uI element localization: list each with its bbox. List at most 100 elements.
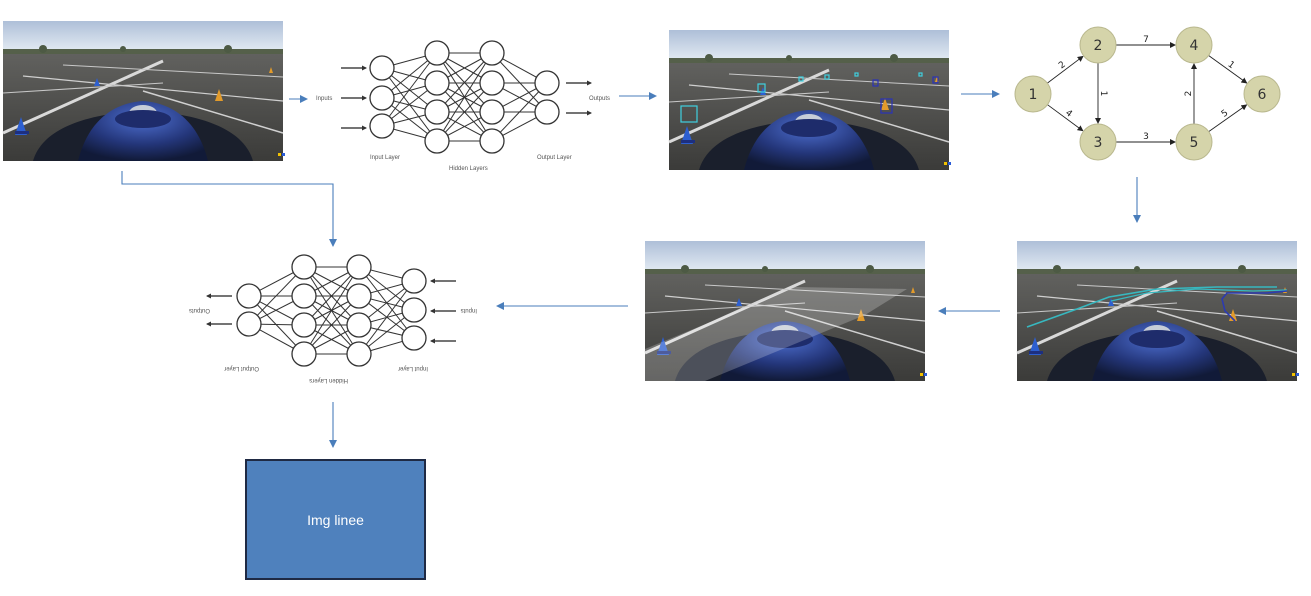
drivable-area-overlay xyxy=(645,287,907,381)
graph-node xyxy=(1079,123,1117,161)
nn-neuron xyxy=(369,113,395,139)
cone-detection-box xyxy=(798,76,804,82)
nn-connection xyxy=(248,266,305,325)
graph-edge xyxy=(1208,55,1248,84)
graph-node-label: 6 xyxy=(1258,87,1267,103)
cone-detection-box xyxy=(880,98,893,114)
nn-neuron xyxy=(369,55,395,81)
graph-edge-weight: 2 xyxy=(1057,60,1068,71)
graph-nodes: 1 2 3 4 5 6 xyxy=(1014,26,1281,161)
graph-edge-weight: 7 xyxy=(1143,35,1149,45)
graph-node xyxy=(1175,26,1213,64)
graph-edge xyxy=(1047,104,1084,132)
nn-neuron xyxy=(346,254,372,280)
nn-neuron xyxy=(291,341,317,367)
graph-node-label: 4 xyxy=(1190,38,1199,54)
graph-node xyxy=(1175,123,1213,161)
nn-connection xyxy=(358,280,415,355)
graph-node-label: 2 xyxy=(1094,38,1103,54)
nn-outputs-label: Outputs xyxy=(589,96,610,102)
graph-edge-weight: 5 xyxy=(1220,108,1230,119)
nn-inputs-label: Inputs xyxy=(316,96,332,102)
detection-boxes xyxy=(680,72,939,123)
right-boundary-path xyxy=(1110,288,1288,302)
nn-input-layer-label: Input Layer xyxy=(370,155,400,161)
nn-output-layer-label: Output Layer xyxy=(537,155,572,161)
planned-path-photo xyxy=(1015,239,1301,383)
track-area-photo xyxy=(643,239,929,383)
nn-neuron xyxy=(534,70,560,96)
nn-connection xyxy=(491,82,548,142)
cone-detection-box xyxy=(872,79,879,87)
graph-edge xyxy=(1047,55,1084,84)
nn-neuron xyxy=(479,128,505,154)
cone-detection-box xyxy=(918,72,923,77)
graph-node-label: 1 xyxy=(1029,87,1038,103)
graph-node xyxy=(1243,75,1281,113)
nn-neuron xyxy=(346,312,372,338)
nn-neuron xyxy=(401,268,427,294)
nn-outputs-label: Outputs xyxy=(189,307,210,313)
nn-neuron xyxy=(424,70,450,96)
graph-node xyxy=(1079,26,1117,64)
graph-edge-weight: 4 xyxy=(1063,108,1074,120)
nn-neuron xyxy=(291,254,317,280)
nn-neuron xyxy=(424,40,450,66)
nn-neuron xyxy=(291,283,317,309)
nn-input-layer-label: Input Layer xyxy=(398,365,428,371)
nn-connection xyxy=(303,266,360,326)
nn-neuron xyxy=(534,99,560,125)
nn-neuron xyxy=(346,341,372,367)
raw-camera-photo xyxy=(1,19,287,163)
nn-io-arrows xyxy=(341,65,592,131)
nn-neuron xyxy=(424,99,450,125)
nn-connection xyxy=(381,52,438,127)
path-graph: 2 4 1 7 3 2 1 5 1 2 3 4 5 6 xyxy=(1014,26,1281,161)
flow-arrows xyxy=(121,90,1141,448)
nn-connections xyxy=(248,266,415,355)
nn-neuron xyxy=(401,297,427,323)
nn-neuron xyxy=(236,311,262,337)
graph-edge xyxy=(1208,104,1248,132)
nn-neuron xyxy=(479,99,505,125)
nn-neuron xyxy=(236,283,262,309)
graph-edge-weight: 1 xyxy=(1098,91,1108,97)
neural-network-mirrored: Outputs Inputs Output Layer Hidden Layer… xyxy=(189,254,477,383)
graph-node-label: 5 xyxy=(1190,135,1199,151)
cone-detection-box xyxy=(932,76,939,84)
cone-detection-box xyxy=(854,72,859,77)
nn-neuron xyxy=(479,70,505,96)
img-linee-label: Img linee xyxy=(307,511,364,528)
nn-neuron xyxy=(346,283,372,309)
cone-detection-box xyxy=(824,74,830,80)
detections-photo xyxy=(667,28,953,172)
flow-arrow xyxy=(121,171,337,247)
nn-neurons xyxy=(369,40,560,154)
img-linee-box: Img linee xyxy=(245,459,426,580)
nn-neuron xyxy=(401,325,427,351)
nn-neuron xyxy=(369,85,395,111)
nn-neuron xyxy=(479,40,505,66)
nn-connection xyxy=(436,52,493,142)
graph-edge-weight: 2 xyxy=(1184,91,1194,97)
graph-edge-weight: 1 xyxy=(1226,60,1236,71)
nn-hidden-layers-label: Hidden Layers xyxy=(309,377,348,383)
graph-node-label: 3 xyxy=(1094,135,1103,151)
cone-detection-box xyxy=(680,105,698,123)
nn-neuron xyxy=(291,312,317,338)
nn-output-layer-label: Output Layer xyxy=(224,365,259,371)
nn-connection xyxy=(303,295,360,355)
graph-edge-weight: 3 xyxy=(1143,132,1149,142)
cone-detection-box xyxy=(757,83,766,93)
nn-io-arrows xyxy=(206,278,456,344)
nn-connection xyxy=(436,52,493,113)
left-boundary-path xyxy=(1026,286,1277,328)
neural-network-forward: Inputs Outputs Input Layer Hidden Layers… xyxy=(316,40,610,172)
nn-connection xyxy=(436,82,493,142)
graph-edges: 2 4 1 7 3 2 1 5 xyxy=(1047,35,1248,145)
nn-hidden-layers-label: Hidden Layers xyxy=(449,166,488,172)
planned-path-line xyxy=(1221,290,1288,322)
nn-neuron xyxy=(424,128,450,154)
graph-node xyxy=(1014,75,1052,113)
